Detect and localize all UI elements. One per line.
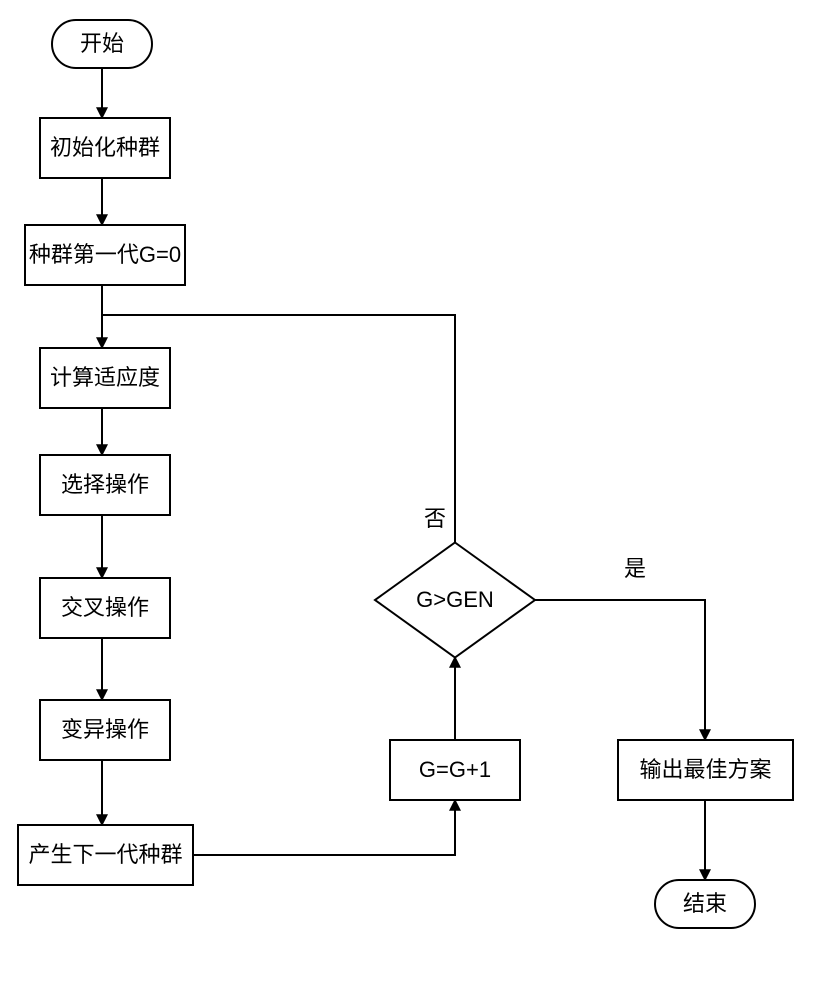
edge-label-decision-fitness: 否: [424, 506, 446, 531]
decision-diamond: G>GEN: [375, 543, 535, 658]
incr-label: G=G+1: [419, 757, 491, 782]
output-box: 输出最佳方案: [618, 740, 793, 800]
output-label: 输出最佳方案: [639, 757, 771, 782]
edge-label-decision-output: 是: [624, 556, 646, 581]
edge-nextgen-incr: [193, 800, 455, 855]
init-population-box: 初始化种群: [40, 118, 170, 178]
gen0-box: 种群第一代G=0: [25, 225, 185, 285]
crossover-box: 交叉操作: [40, 578, 170, 638]
start-terminator: 开始: [52, 20, 152, 68]
start-label: 开始: [80, 31, 124, 56]
decision-label: G>GEN: [416, 587, 494, 612]
mutation-box: 变异操作: [40, 700, 170, 760]
nextgen-label: 产生下一代种群: [28, 842, 182, 867]
init-label: 初始化种群: [50, 135, 160, 160]
end-terminator: 结束: [655, 880, 755, 928]
nextgen-box: 产生下一代种群: [18, 825, 193, 885]
select-label: 选择操作: [61, 472, 149, 497]
end-label: 结束: [683, 891, 727, 916]
increment-box: G=G+1: [390, 740, 520, 800]
mutate-label: 变异操作: [61, 717, 149, 742]
edge-decision-output: [535, 600, 705, 740]
cross-label: 交叉操作: [61, 595, 149, 620]
fitness-box: 计算适应度: [40, 348, 170, 408]
gen0-label: 种群第一代G=0: [29, 242, 181, 267]
fitness-label: 计算适应度: [50, 365, 160, 390]
select-box: 选择操作: [40, 455, 170, 515]
